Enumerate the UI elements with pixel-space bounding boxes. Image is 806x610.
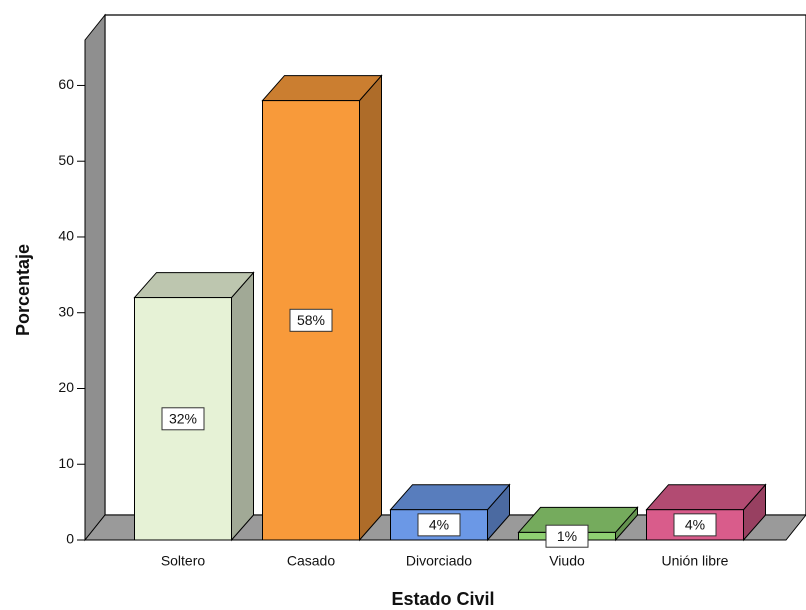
left-wall [84,13,106,542]
y-tick-label: 60 [58,76,74,92]
y-tick-label: 30 [58,303,74,319]
y-tick-label: 20 [58,379,74,395]
label-box [673,513,717,537]
x-tick-label: Unión libre [662,553,729,569]
bar-side [231,271,254,542]
y-axis-title: Porcentaje [13,244,33,336]
y-tick-label: 40 [58,228,74,244]
y-tick-label: 10 [58,455,74,471]
x-tick-label: Divorciado [406,553,472,569]
x-tick-label: Soltero [161,553,206,569]
x-tick-label: Casado [287,553,335,569]
label-box [545,524,589,548]
value-label: 4% [429,517,449,533]
x-axis-title: Estado Civil [391,589,494,609]
y-tick-label: 0 [66,531,74,547]
bar-side [359,74,382,542]
x-tick-label: Viudo [549,553,585,569]
value-label: 1% [557,528,577,544]
value-label: 58% [297,312,325,328]
value-label: 32% [169,410,197,426]
label-box [161,407,205,431]
value-label: 4% [685,517,705,533]
y-tick-label: 50 [58,152,74,168]
label-box [417,513,461,537]
label-box [289,308,333,332]
